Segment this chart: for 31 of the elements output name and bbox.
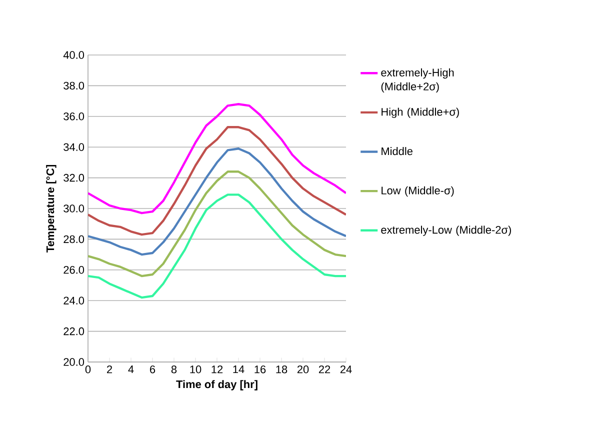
y-tick-label: 30.0	[64, 204, 84, 212]
x-tick-label: 20	[297, 366, 309, 374]
x-tick-label: 2	[107, 366, 112, 374]
y-tick-label: 24.0	[64, 296, 84, 304]
y-tick-label: 26.0	[64, 266, 84, 274]
y-tick-label: 36.0	[64, 112, 84, 120]
y-tick-label: 34.0	[64, 143, 84, 151]
x-tick-label: 22	[318, 366, 330, 374]
x-tick-label: 14	[233, 366, 244, 374]
y-axis-title: Temperature [°C]	[46, 165, 56, 252]
x-tick-label: 12	[212, 366, 223, 374]
legend-label: extremely-Low (Middle-2σ)	[381, 226, 511, 236]
legend-label: Middle	[382, 147, 412, 156]
y-tick-label: 28.0	[64, 235, 84, 244]
x-tick-label: 24	[340, 366, 352, 374]
y-tick-label: 38.0	[64, 82, 84, 90]
y-tick-label: 32.0	[64, 174, 84, 182]
x-tick-label: 8	[171, 366, 177, 374]
x-tick-label: 10	[190, 366, 202, 374]
legend-label: High (Middle+σ)	[382, 108, 459, 118]
y-tick-label: 20.0	[64, 358, 84, 366]
legend-label: extremely-High (Middle+2σ)	[381, 68, 454, 93]
x-axis-title: Time of day [hr]	[176, 380, 258, 390]
x-tick-label: 0	[85, 366, 91, 374]
y-tick-label: 40.0	[63, 51, 84, 59]
x-tick-label: 4	[128, 366, 134, 374]
x-tick-label: 6	[150, 366, 156, 374]
legend-label: Low (Middle-σ)	[382, 186, 454, 197]
y-tick-label: 22.0	[64, 327, 84, 336]
x-tick-label: 18	[276, 366, 288, 374]
x-tick-label: 16	[254, 366, 266, 374]
